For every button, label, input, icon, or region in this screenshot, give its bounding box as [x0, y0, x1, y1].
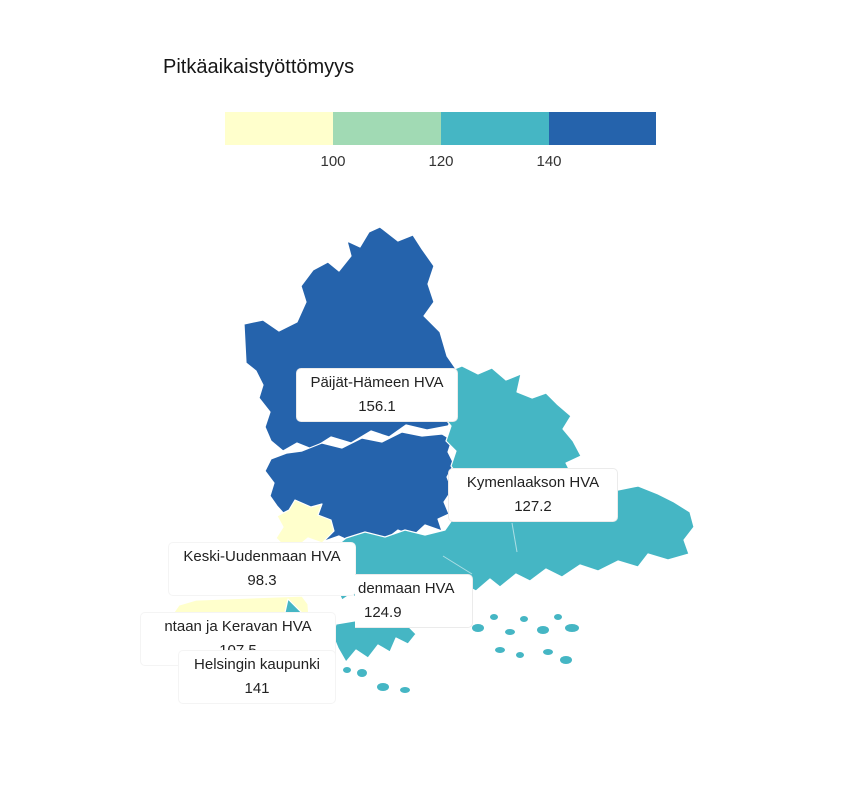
- legend-tick-labels: 100 120 140: [225, 153, 656, 175]
- label-helsinki: Helsingin kaupunki 141: [178, 650, 336, 704]
- label-uusimaa-clipped-value: 124.9: [364, 604, 402, 621]
- label-paijat-hame-value: 156.1: [358, 398, 396, 415]
- label-kymenlaakso-value: 127.2: [514, 498, 552, 515]
- color-scale-legend: 100 120 140: [225, 112, 656, 182]
- label-paijat-hame-name: Päijät-Hämeen HVA: [310, 374, 444, 391]
- region-kymenlaakso-north[interactable]: [440, 365, 582, 482]
- legend-swatch-bin3: [441, 112, 549, 145]
- label-helsinki-value: 141: [244, 680, 270, 697]
- legend-swatch-bin1: [225, 112, 333, 145]
- legend-tick-140: 140: [536, 153, 562, 170]
- inner-region-border: [442, 555, 473, 575]
- legend-swatch-bin4: [549, 112, 656, 145]
- label-uusimaa-clipped: denmaan HVA 124.9: [355, 574, 473, 628]
- label-kymenlaakso-name: Kymenlaakson HVA: [466, 474, 600, 491]
- legend-tick-120: 120: [428, 153, 454, 170]
- label-paijat-hame: Päijät-Hämeen HVA 156.1: [296, 368, 458, 422]
- label-keski-uusimaa: Keski-Uudenmaan HVA 98.3: [168, 542, 356, 596]
- chart-title: Pitkäaikaistyöttömyys: [163, 56, 355, 78]
- region-keski-uusimaa[interactable]: [275, 499, 335, 548]
- label-vantaa-kerava-name: ntaan ja Keravan HVA: [164, 618, 312, 635]
- label-kymenlaakso: Kymenlaakson HVA 127.2: [448, 468, 618, 522]
- inner-region-border: [511, 522, 518, 553]
- legend-swatch-bin2: [333, 112, 441, 145]
- label-keski-uusimaa-name: Keski-Uudenmaan HVA: [183, 548, 341, 565]
- label-keski-uusimaa-value: 98.3: [247, 572, 277, 589]
- label-helsinki-name: Helsingin kaupunki: [194, 656, 320, 673]
- legend-color-bar: [225, 112, 656, 145]
- legend-tick-100: 100: [320, 153, 346, 170]
- label-uusimaa-clipped-name: denmaan HVA: [358, 580, 455, 597]
